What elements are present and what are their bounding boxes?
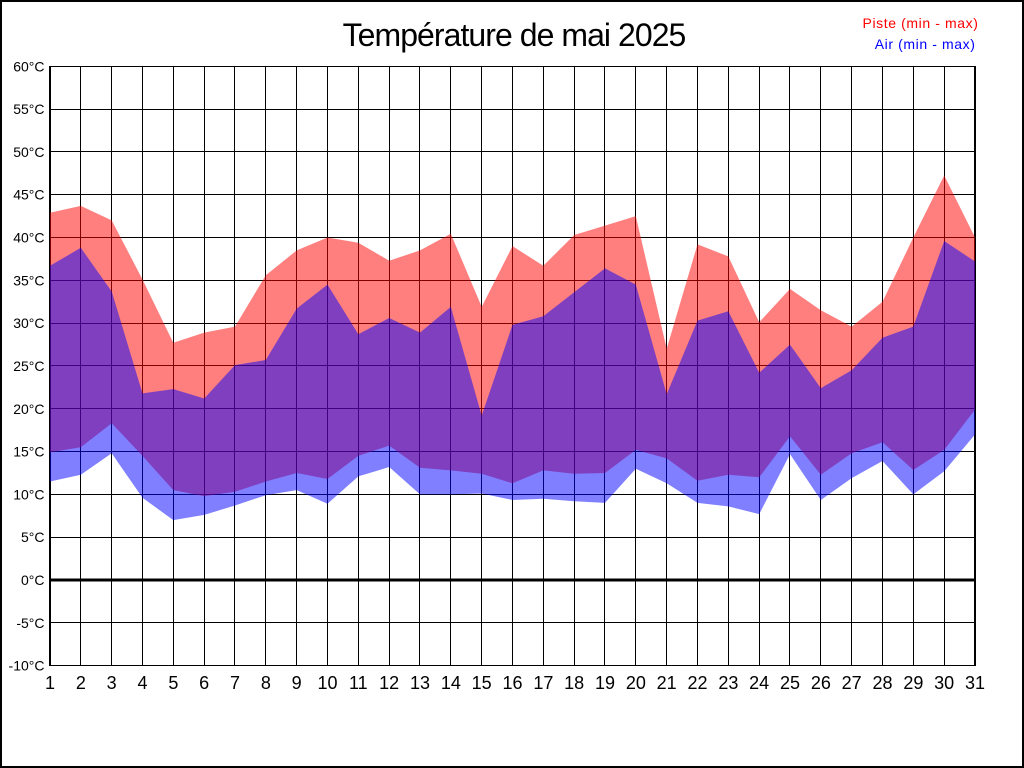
svg-text:18: 18 bbox=[564, 673, 584, 693]
svg-text:30: 30 bbox=[934, 673, 954, 693]
svg-text:15°C: 15°C bbox=[13, 444, 44, 460]
svg-text:30°C: 30°C bbox=[13, 315, 44, 331]
svg-text:21: 21 bbox=[657, 673, 677, 693]
svg-text:60°C: 60°C bbox=[13, 58, 44, 74]
svg-text:26: 26 bbox=[811, 673, 831, 693]
svg-text:19: 19 bbox=[595, 673, 615, 693]
svg-text:10: 10 bbox=[317, 673, 337, 693]
svg-text:1: 1 bbox=[45, 673, 55, 693]
svg-text:25°C: 25°C bbox=[13, 358, 44, 374]
svg-text:Piste (min - max): Piste (min - max) bbox=[863, 15, 979, 31]
svg-text:Température de mai 2025: Température de mai 2025 bbox=[343, 17, 686, 53]
svg-text:11: 11 bbox=[349, 673, 368, 693]
svg-text:17: 17 bbox=[533, 673, 553, 693]
svg-text:5°C: 5°C bbox=[21, 529, 45, 545]
svg-text:29: 29 bbox=[903, 673, 923, 693]
svg-text:15: 15 bbox=[472, 673, 492, 693]
svg-text:16: 16 bbox=[502, 673, 522, 693]
svg-text:20°C: 20°C bbox=[13, 401, 44, 417]
svg-text:35°C: 35°C bbox=[13, 272, 44, 288]
svg-text:12: 12 bbox=[379, 673, 399, 693]
svg-text:31: 31 bbox=[965, 673, 985, 693]
svg-text:50°C: 50°C bbox=[13, 144, 44, 160]
svg-text:45°C: 45°C bbox=[13, 187, 44, 203]
svg-text:23: 23 bbox=[718, 673, 738, 693]
svg-text:25: 25 bbox=[780, 673, 800, 693]
svg-text:0°C: 0°C bbox=[21, 572, 45, 588]
svg-text:27: 27 bbox=[842, 673, 862, 693]
svg-text:9: 9 bbox=[292, 673, 302, 693]
svg-text:13: 13 bbox=[410, 673, 430, 693]
svg-text:4: 4 bbox=[137, 673, 147, 693]
svg-text:6: 6 bbox=[199, 673, 209, 693]
svg-text:22: 22 bbox=[687, 673, 707, 693]
svg-text:Air (min - max): Air (min - max) bbox=[875, 36, 976, 52]
svg-text:14: 14 bbox=[441, 673, 461, 693]
svg-text:40°C: 40°C bbox=[13, 230, 44, 246]
svg-text:5: 5 bbox=[168, 673, 178, 693]
svg-text:7: 7 bbox=[230, 673, 240, 693]
svg-text:2: 2 bbox=[76, 673, 86, 693]
svg-text:8: 8 bbox=[261, 673, 271, 693]
svg-text:10°C: 10°C bbox=[13, 486, 44, 502]
svg-text:20: 20 bbox=[626, 673, 646, 693]
svg-text:-5°C: -5°C bbox=[16, 615, 44, 631]
svg-text:28: 28 bbox=[872, 673, 892, 693]
svg-text:3: 3 bbox=[107, 673, 117, 693]
svg-text:55°C: 55°C bbox=[13, 101, 44, 117]
svg-text:-10°C: -10°C bbox=[9, 658, 45, 674]
svg-text:24: 24 bbox=[749, 673, 769, 693]
